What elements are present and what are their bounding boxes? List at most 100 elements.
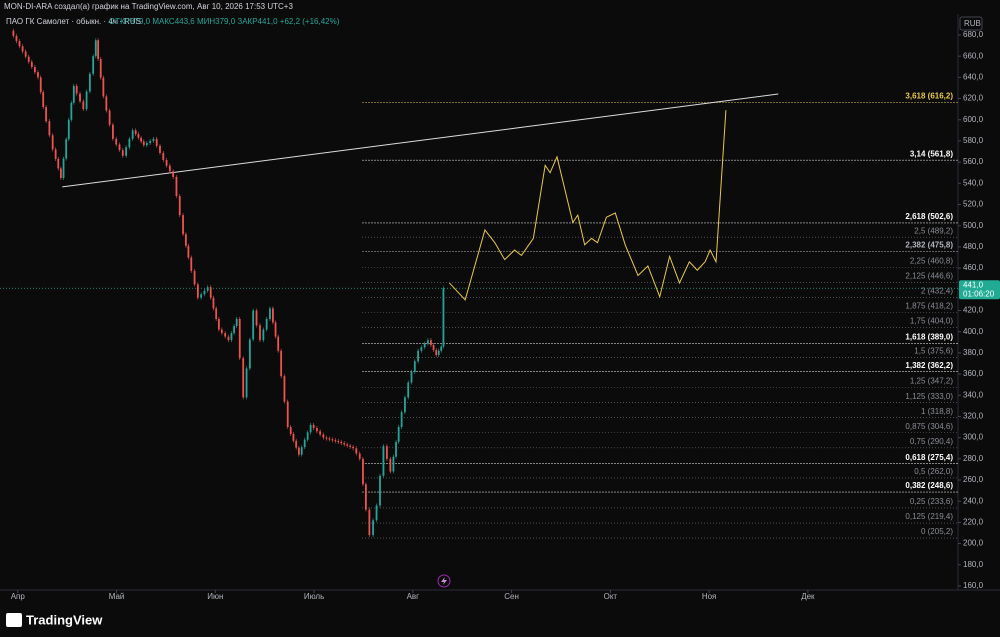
candle-body bbox=[397, 427, 400, 442]
candle-body bbox=[48, 121, 51, 136]
candle-body bbox=[346, 444, 349, 446]
candle-group bbox=[134, 128, 145, 148]
candle-body bbox=[372, 520, 374, 536]
y-tick-label: 200,0 bbox=[963, 539, 984, 548]
fib-label: 0,5 (262,0) bbox=[914, 467, 953, 476]
candle-body bbox=[51, 135, 54, 150]
author-line: MON-DI-ARA создал(а) график на TradingVi… bbox=[4, 2, 293, 11]
candle-group bbox=[272, 306, 280, 353]
candle-body bbox=[277, 336, 280, 351]
candle-group bbox=[200, 285, 209, 300]
y-tick-label: 560,0 bbox=[963, 157, 984, 166]
brand[interactable]: TradingView bbox=[26, 612, 103, 627]
candle-body bbox=[125, 147, 127, 156]
candle-body bbox=[33, 67, 36, 73]
candle-body bbox=[404, 397, 406, 413]
fib-label: 0 (205,2) bbox=[921, 527, 953, 536]
x-tick-label: Дек bbox=[801, 592, 815, 601]
candle-body bbox=[203, 290, 206, 295]
x-tick-label: Июн bbox=[207, 592, 223, 601]
candle-body bbox=[292, 433, 295, 441]
candle-body bbox=[283, 376, 286, 402]
candle-group bbox=[190, 255, 199, 300]
y-tick-label: 160,0 bbox=[963, 581, 984, 590]
candle-body bbox=[159, 145, 161, 153]
fib-label: 1,75 (404,0) bbox=[910, 317, 953, 326]
candle-body bbox=[193, 270, 196, 285]
candle-body bbox=[162, 152, 165, 161]
candle-body bbox=[185, 234, 187, 246]
x-tick-label: Авг bbox=[407, 592, 420, 601]
candle-body bbox=[389, 458, 392, 472]
fib-label: 2,618 (502,6) bbox=[905, 212, 953, 221]
fib-label: 1,5 (375,6) bbox=[914, 347, 953, 356]
candle-group bbox=[75, 83, 85, 112]
y-tick-label: 640,0 bbox=[963, 72, 984, 81]
y-tick-label: 280,0 bbox=[963, 454, 984, 463]
candle-body bbox=[182, 215, 184, 235]
candle-body bbox=[217, 318, 220, 330]
candle-body bbox=[386, 446, 388, 459]
x-tick-label: Сен bbox=[504, 592, 519, 601]
fib-label: 1 (318,8) bbox=[921, 407, 953, 416]
candle-body bbox=[45, 107, 47, 122]
candle-body bbox=[442, 288, 445, 347]
candle-body bbox=[215, 308, 218, 319]
candle-body bbox=[435, 350, 438, 355]
candle-body bbox=[92, 56, 95, 74]
logo[interactable]: TradingView bbox=[6, 612, 103, 627]
candle-body bbox=[259, 325, 261, 341]
candle-group bbox=[372, 503, 378, 538]
candle-body bbox=[242, 358, 245, 398]
candle-group bbox=[386, 444, 392, 474]
y-tick-label: 580,0 bbox=[963, 136, 984, 145]
candle-body bbox=[248, 339, 251, 369]
lightning-icon[interactable] bbox=[437, 574, 451, 588]
candle-body bbox=[42, 92, 45, 108]
candle-body bbox=[118, 144, 121, 151]
candle-group bbox=[430, 338, 438, 357]
y-tick-label: 420,0 bbox=[963, 306, 984, 315]
y-tick-label: 540,0 bbox=[963, 178, 984, 187]
candle-body bbox=[382, 446, 385, 476]
fib-label: 2,382 (475,8) bbox=[905, 240, 953, 249]
candle-body bbox=[413, 361, 416, 372]
candle-group bbox=[420, 338, 429, 353]
candle-body bbox=[343, 443, 346, 445]
candle-body bbox=[262, 329, 265, 341]
candle-body bbox=[79, 93, 81, 102]
candle-body bbox=[265, 318, 268, 330]
candle-body bbox=[430, 340, 432, 346]
candle-group bbox=[280, 348, 289, 430]
candle-group bbox=[145, 136, 155, 148]
currency[interactable]: RUB bbox=[964, 19, 981, 28]
candle-body bbox=[115, 138, 118, 145]
fib-label: 1,382 (362,2) bbox=[905, 361, 953, 370]
last-price-badge bbox=[959, 280, 1000, 300]
candle-body bbox=[233, 326, 235, 334]
candle-group bbox=[220, 327, 230, 343]
candle-group bbox=[165, 158, 175, 179]
candle-group bbox=[230, 316, 238, 343]
candle-group bbox=[245, 308, 255, 400]
candle-body bbox=[224, 333, 227, 337]
candle-body bbox=[337, 441, 340, 443]
candle-group bbox=[368, 507, 371, 538]
candle-group bbox=[442, 286, 445, 349]
x-tick-label: Ноя bbox=[702, 592, 717, 601]
fib-label: 3,618 (616,2) bbox=[905, 92, 953, 101]
candle-group bbox=[238, 316, 245, 400]
candle-group bbox=[325, 435, 340, 445]
fib-label: 2,125 (446,6) bbox=[905, 271, 953, 280]
candle-body bbox=[82, 101, 85, 110]
candle-body bbox=[175, 176, 178, 197]
currency-box[interactable] bbox=[959, 16, 983, 31]
candle-body bbox=[152, 138, 155, 141]
candle-body bbox=[108, 110, 111, 125]
y-tick-label: 380,0 bbox=[963, 348, 984, 357]
candle-group bbox=[62, 117, 70, 181]
candle-body bbox=[145, 143, 148, 146]
candle-body bbox=[18, 41, 21, 47]
candle-body bbox=[85, 91, 88, 110]
